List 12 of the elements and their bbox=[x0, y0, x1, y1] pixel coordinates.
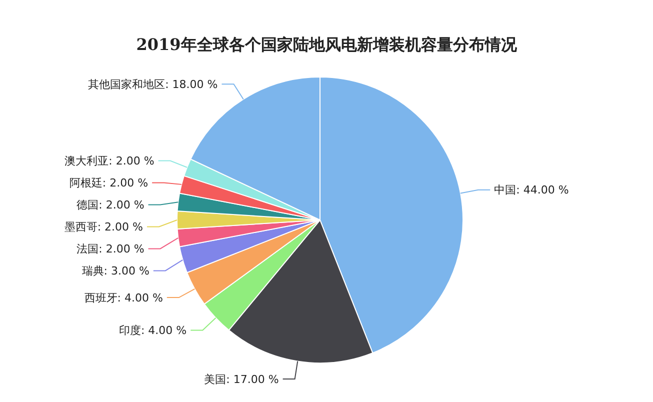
slice-label: 中国: 44.00 % bbox=[494, 184, 569, 197]
slice-label: 阿根廷: 2.00 % bbox=[69, 176, 148, 190]
chart-title: 2019年全球各个国家陆地风电新增装机容量分布情况 bbox=[136, 35, 518, 54]
slice-label: 瑞典: 3.00 % bbox=[82, 264, 150, 278]
slice-label: 墨西哥: 2.00 % bbox=[64, 220, 143, 234]
slice-label: 澳大利亚: 2.00 % bbox=[64, 154, 154, 168]
slice-label: 印度: 4.00 % bbox=[118, 324, 187, 338]
slice-label: 美国: 17.00 % bbox=[204, 372, 279, 386]
slice-label: 德国: 2.00 % bbox=[76, 198, 144, 212]
slice-label: 其他国家和地区: 18.00 % bbox=[88, 78, 218, 91]
slice-label: 西班牙: 4.00 % bbox=[84, 291, 163, 304]
slice-label: 法国: 2.00 % bbox=[76, 242, 144, 256]
